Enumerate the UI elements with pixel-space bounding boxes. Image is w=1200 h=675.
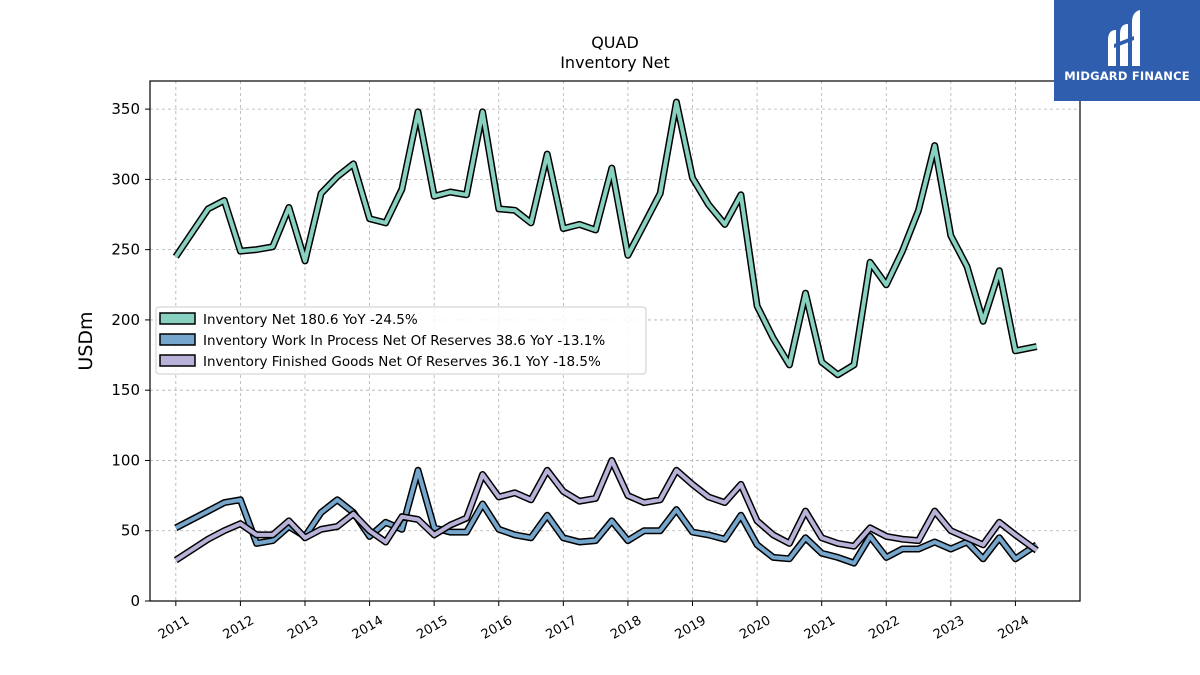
y-tick-label: 200 <box>111 311 140 329</box>
series-line-stroke <box>174 468 1038 566</box>
y-tick-label: 50 <box>121 522 140 540</box>
legend-label: Inventory Work In Process Net Of Reserve… <box>203 333 605 349</box>
brand-name: MIDGARD FINANCE <box>1064 69 1190 83</box>
legend-box <box>155 306 647 375</box>
series-line-stroke <box>174 100 1038 377</box>
y-axis: 0 50 100 150 200 250 300 350 <box>111 100 150 610</box>
legend: Inventory Net 180.6 YoY -24.5% Inventory… <box>155 306 647 375</box>
y-tick-label: 350 <box>111 100 140 118</box>
y-tick-label: 100 <box>111 451 140 469</box>
series-line-stroke <box>174 458 1038 562</box>
y-tick-label: 300 <box>111 170 140 188</box>
legend-swatch <box>159 312 196 325</box>
series-layer <box>172 98 1039 567</box>
chart-title: QUAD <box>591 33 639 52</box>
legend-swatch <box>159 354 196 367</box>
series-line <box>174 466 1039 567</box>
midgard-logo-icon <box>1108 10 1140 66</box>
legend-swatch <box>159 333 196 346</box>
legend-label: Inventory Finished Goods Net Of Reserves… <box>203 354 601 370</box>
y-tick-label: 150 <box>111 381 140 399</box>
series-line <box>172 98 1038 379</box>
series-line <box>173 457 1039 564</box>
plot-frame <box>149 80 1081 602</box>
chart-subtitle: Inventory Net <box>560 53 670 72</box>
y-axis-label: USDm <box>75 311 97 370</box>
legend-label: Inventory Net 180.6 YoY -24.5% <box>203 312 418 328</box>
y-tick-label: 250 <box>111 241 140 259</box>
y-tick-label: 0 <box>130 592 140 610</box>
brand-logo: MIDGARD FINANCE <box>1054 0 1200 101</box>
